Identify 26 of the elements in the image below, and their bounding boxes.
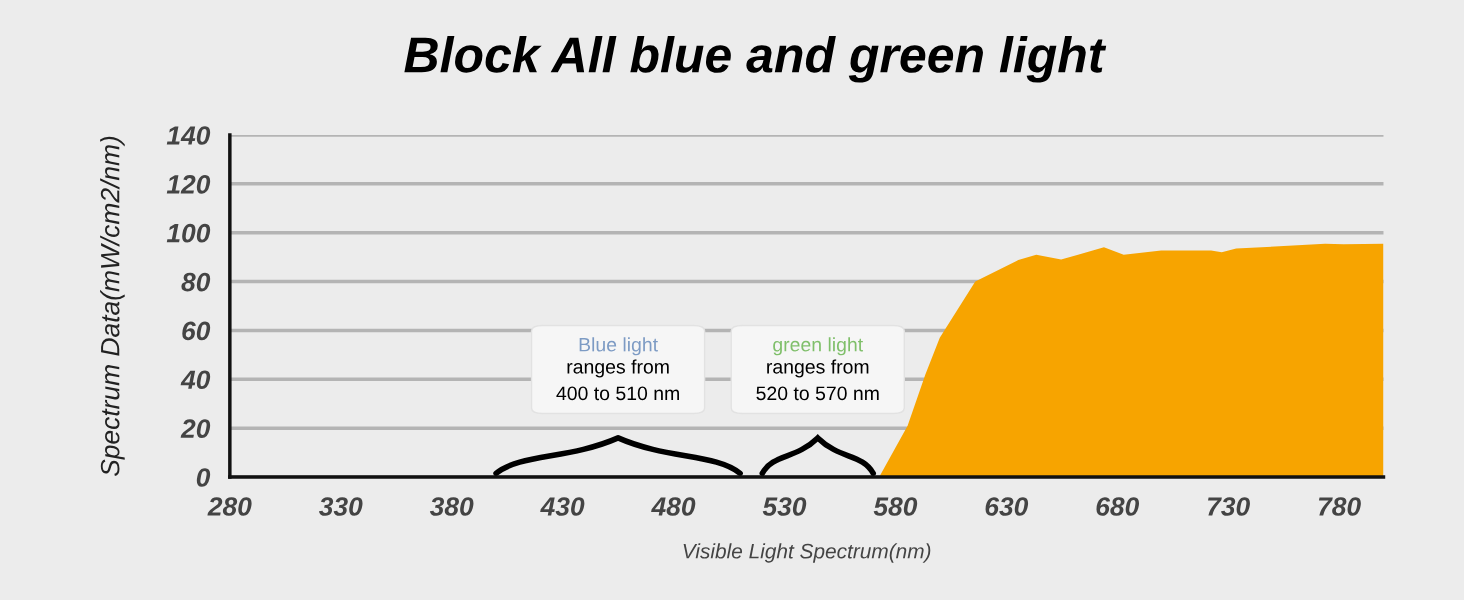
y-tick-label: 60 bbox=[182, 321, 211, 341]
x-tick-label: 780 bbox=[1318, 497, 1361, 516]
y-tick-label: 120 bbox=[166, 174, 211, 194]
chart-title: Block All blue and green light bbox=[404, 36, 1107, 83]
x-tick-label: 630 bbox=[985, 497, 1029, 516]
annotation: ranges from 520 to 570 nm bbox=[756, 359, 879, 401]
annotation: Blue light bbox=[579, 337, 658, 356]
y-tick-label: 0 bbox=[196, 468, 211, 487]
y-tick-label: 140 bbox=[166, 126, 211, 145]
annotation: ranges from 400 to 510 nm bbox=[556, 359, 679, 401]
y-tick-label: 100 bbox=[166, 223, 211, 243]
x-tick-label: 280 bbox=[207, 497, 252, 516]
x-tick-label: 530 bbox=[762, 497, 807, 516]
annotation: green light bbox=[773, 337, 864, 356]
x-tick-label: 680 bbox=[1096, 497, 1140, 516]
x-tick-label: 330 bbox=[318, 497, 363, 516]
x-tick-label: 580 bbox=[873, 497, 918, 516]
y-tick-label: 20 bbox=[180, 419, 211, 438]
x-tick-label: 480 bbox=[651, 497, 696, 516]
y-axis-title: Spectrum Data(mW/cm2/nm) bbox=[100, 136, 125, 477]
y-tick-label: 40 bbox=[180, 370, 211, 390]
x-tick-label: 430 bbox=[540, 497, 585, 516]
x-tick-label: 380 bbox=[429, 497, 474, 516]
x-axis-title: Visible Light Spectrum(nm) bbox=[683, 543, 931, 563]
x-tick-label: 730 bbox=[1208, 497, 1250, 516]
y-tick-label: 80 bbox=[181, 272, 211, 292]
